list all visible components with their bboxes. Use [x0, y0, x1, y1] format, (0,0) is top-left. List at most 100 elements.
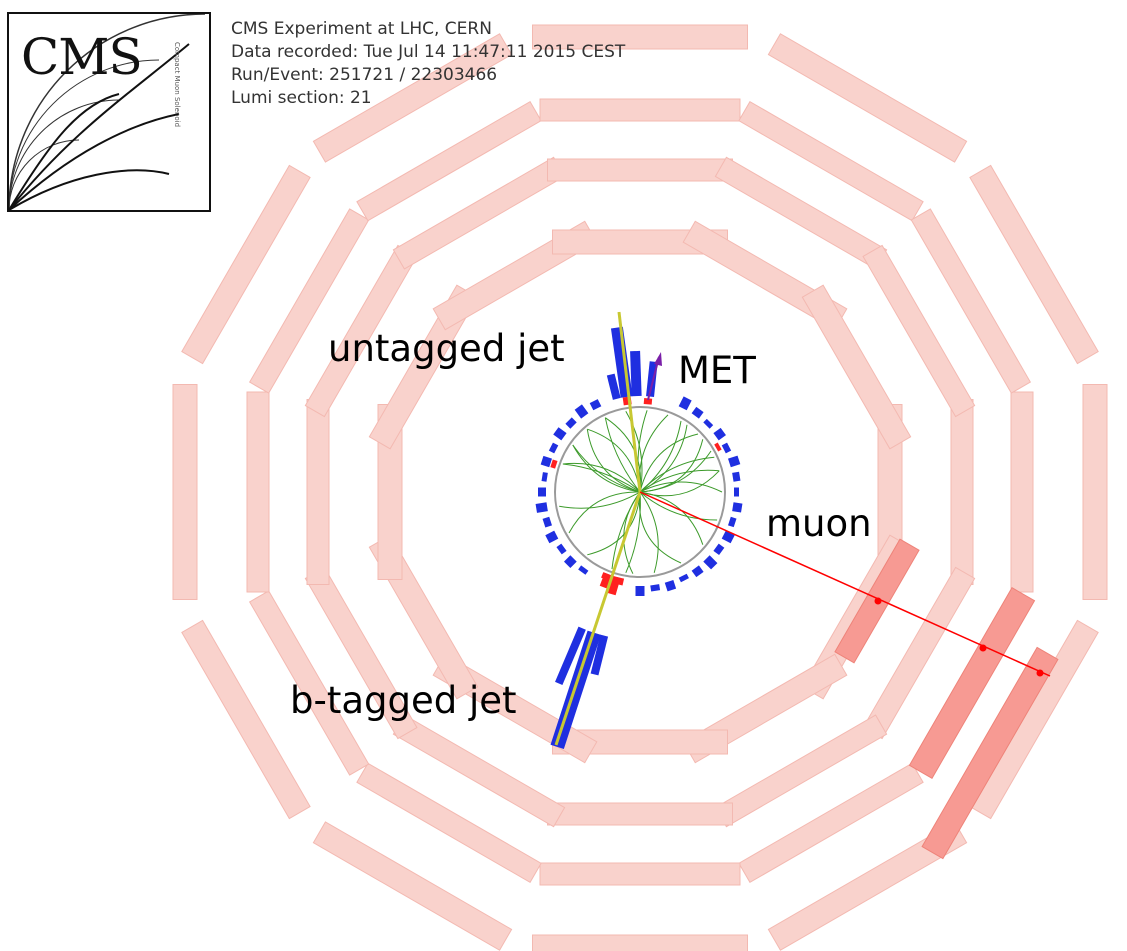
hcal-tower-8: [678, 573, 689, 583]
charged-track-6: [559, 491, 641, 509]
muon-chamber-s4-7: [172, 384, 198, 600]
muon-chamber-s4-6: [181, 619, 311, 820]
hcal-tower-27: [691, 406, 704, 419]
muon-chamber-s3-6: [248, 590, 370, 776]
btagged-jet-axis: [554, 491, 642, 746]
cms-logo-text: CMS: [21, 28, 143, 86]
hcal-tower-28: [703, 418, 714, 429]
charged-track-12: [639, 491, 659, 573]
charged-track-22: [572, 444, 641, 493]
charged-track-17: [639, 470, 720, 497]
met-label: MET: [678, 349, 756, 392]
muon-chamber-s4-10: [532, 24, 748, 50]
muon-chamber-s4-5: [312, 821, 513, 951]
hcal-tower-15: [545, 530, 559, 544]
hcal-tower-14: [556, 543, 567, 555]
untagged-jet-tower-4: [606, 373, 621, 400]
hcal-tower-24: [574, 404, 589, 419]
muon-chamber-s1-12: [801, 284, 912, 450]
muon-chamber-s2-12: [862, 244, 976, 418]
run-event-line: Run/Event: 251721 / 22303466: [231, 65, 498, 85]
hcal-tower-4: [721, 530, 735, 544]
muon-chamber-s2-10: [547, 158, 733, 182]
hcal-tower-31: [728, 455, 741, 468]
muon-chamber-s3-12: [910, 208, 1032, 394]
muon-chamber-s3-8: [248, 208, 370, 394]
muon-chamber-s4-8: [181, 164, 311, 365]
charged-track-5: [562, 462, 641, 493]
muon-track: [639, 491, 1051, 677]
muon-chamber-s4-12: [969, 164, 1099, 365]
physics-objects: [554, 311, 1051, 746]
untagged-jet-label: untagged jet: [328, 327, 565, 370]
ecal-deposit-2: [643, 398, 653, 405]
muon-chamber-hits: [834, 538, 1059, 860]
muon-chamber-s4-4: [532, 934, 748, 951]
charged-track-24: [572, 444, 641, 493]
btagged-jet-label: b-tagged jet: [290, 679, 517, 722]
hcal-tower-19: [541, 472, 548, 482]
hcal-tower-23: [565, 417, 577, 429]
ecal-deposit-6: [714, 442, 722, 452]
charged-track-15: [639, 491, 718, 521]
charged-track-3: [625, 410, 643, 493]
muon-chamber-s4-3: [767, 821, 968, 951]
untagged-jet-tower-2: [630, 350, 642, 397]
hcal-tower-18: [538, 487, 546, 497]
hcal-tower-32: [732, 471, 741, 482]
hcal-tower-26: [678, 396, 692, 411]
cms-logo: CMS Compact Muon Solenoid: [7, 12, 211, 212]
muon-chamber-s3-7: [246, 391, 270, 593]
hcal-tower-6: [703, 555, 718, 570]
muon-chamber-s3-1: [1010, 391, 1034, 593]
hcal-tower-3: [728, 516, 737, 528]
muon-label: muon: [766, 502, 872, 545]
hcal-tower-20: [540, 455, 552, 468]
charged-track-28: [639, 433, 699, 493]
muon-chamber-s4-1: [1082, 384, 1108, 600]
cms-logo-subtext: Compact Muon Solenoid: [173, 42, 181, 128]
experiment-line: CMS Experiment at LHC, CERN: [231, 19, 492, 39]
hcal-tower-9: [664, 580, 677, 592]
muon-chamber-s3-10: [539, 98, 741, 122]
met-arrow-head: [654, 352, 662, 366]
muon-chamber-s3-11: [738, 100, 924, 222]
hcal-tower-21: [548, 442, 559, 454]
muon-chamber-s3-9: [356, 100, 542, 222]
muon-chamber-s2-7: [306, 399, 330, 585]
cms-logo-graphic: [8, 13, 206, 211]
lumi-line: Lumi section: 21: [231, 88, 372, 108]
hcal-tower-17: [535, 502, 548, 513]
date-line: Data recorded: Tue Jul 14 11:47:11 2015 …: [231, 42, 626, 62]
btagged-jet-tower-3: [590, 634, 609, 676]
muon-chamber-s2-1: [950, 399, 974, 585]
btagged-jet-ecal-2: [599, 572, 613, 589]
charged-track-27: [639, 420, 682, 493]
charged-track-7: [568, 491, 641, 534]
muon-chamber-s3-3: [738, 762, 924, 884]
hcal-tower-5: [713, 543, 725, 556]
muon-chamber-hit-2: [908, 587, 1036, 779]
hcal-tower-16: [542, 516, 552, 528]
hcal-tower-13: [563, 555, 577, 569]
charged-track-16: [639, 481, 723, 493]
muon-chamber-s4-11: [767, 33, 968, 163]
muon-chambers: [172, 24, 1108, 951]
charged-track-26: [604, 417, 641, 493]
hcal-tower-2: [732, 502, 743, 513]
ecal-deposit-5: [550, 459, 558, 469]
muon-chamber-hit-3: [921, 646, 1059, 860]
hcal-tower-30: [721, 442, 732, 454]
muon-chamber-s3-4: [539, 862, 741, 886]
hcal-tower-11: [635, 586, 645, 596]
hcal-tower-10: [650, 584, 661, 592]
muon-chamber-s3-5: [356, 762, 542, 884]
hcal-tower-7: [691, 565, 704, 578]
hcal-tower-1: [734, 487, 739, 497]
hcal-tower-22: [553, 427, 567, 441]
hcal-tower-12: [578, 565, 589, 575]
muon-chamber-s4-9: [312, 33, 513, 163]
event-info: CMS Experiment at LHC, CERN Data recorde…: [231, 18, 625, 110]
btagged-jet-tower-2: [555, 626, 586, 686]
